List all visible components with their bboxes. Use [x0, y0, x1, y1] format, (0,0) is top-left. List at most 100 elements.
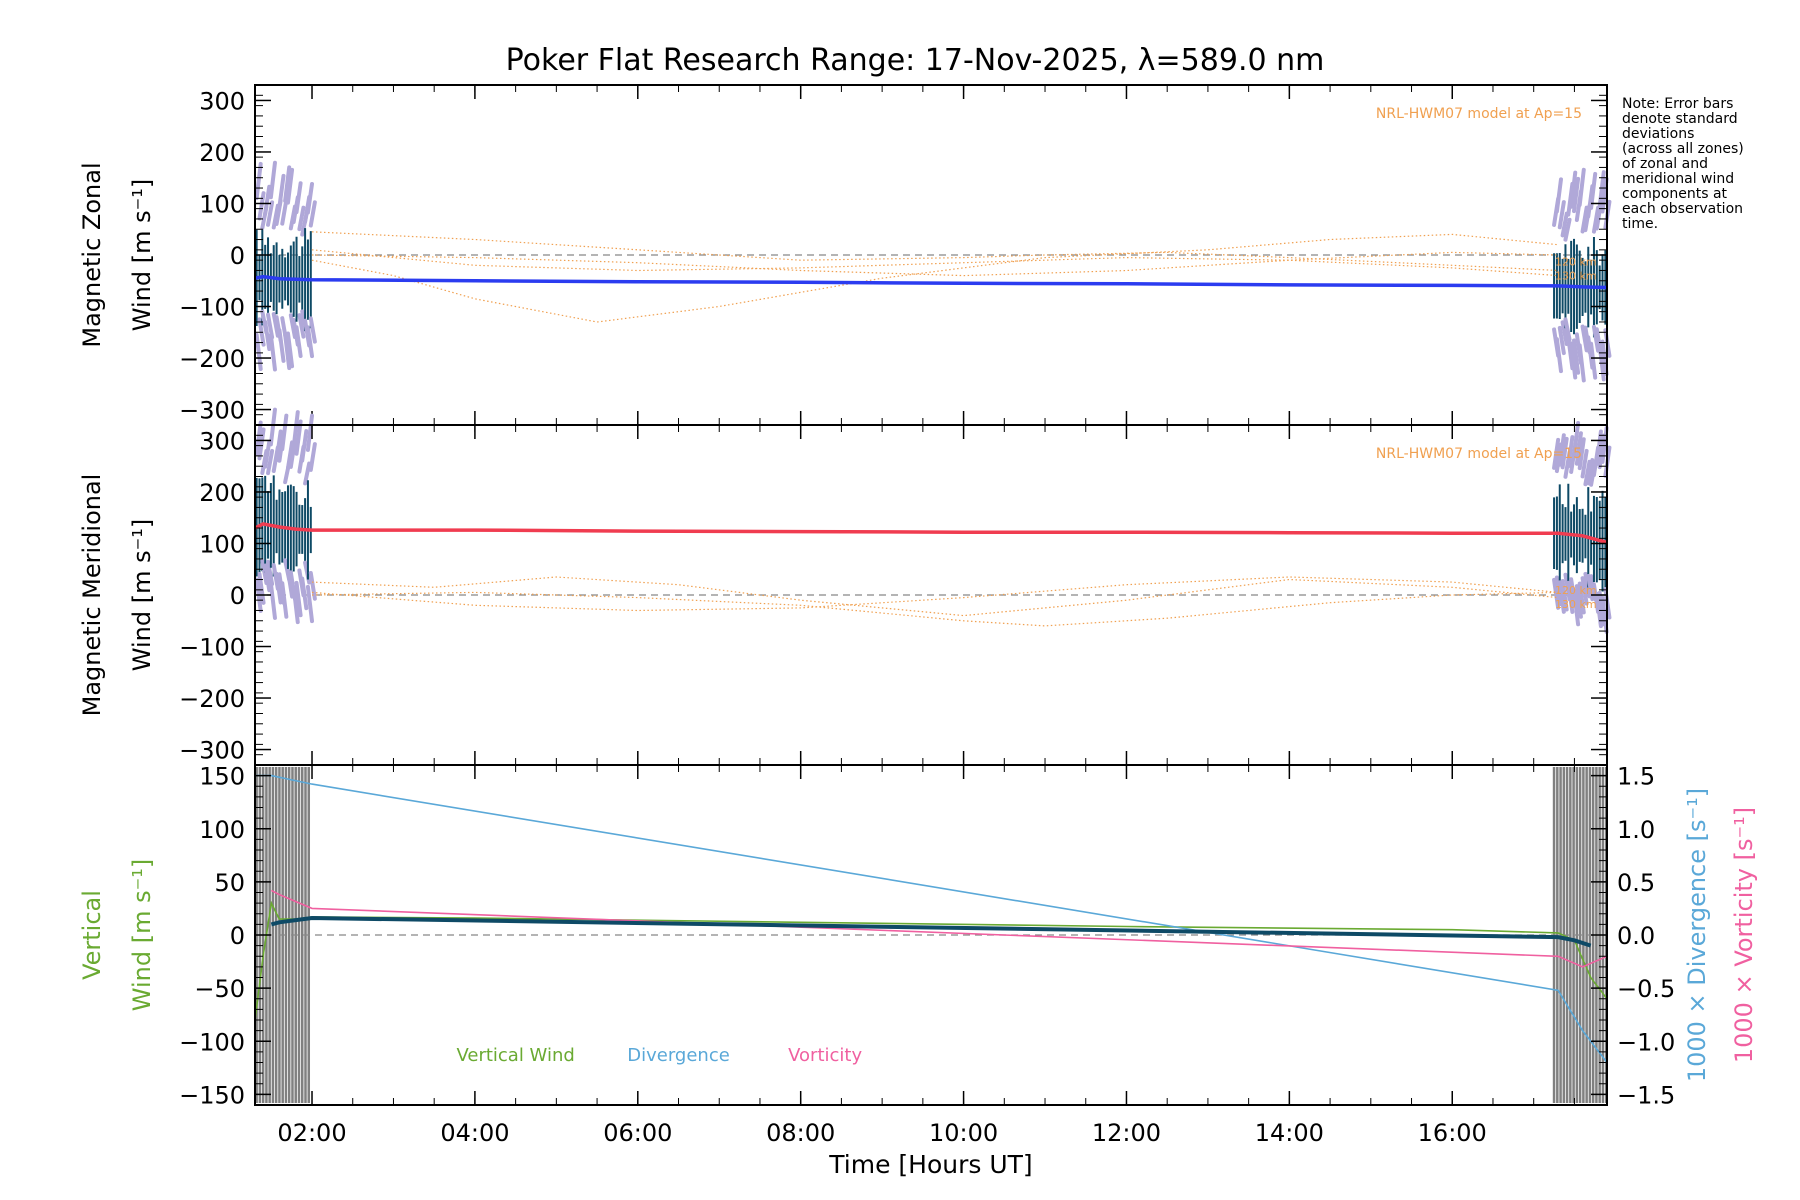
error-bar-light [283, 165, 292, 203]
error-bar-light [1600, 595, 1609, 634]
error-bar-light [1569, 170, 1578, 209]
error-bar-light [266, 559, 275, 586]
y-axis-label: Magnetic Meridional [78, 474, 106, 717]
model-alt-label: 130 km [1555, 598, 1597, 611]
error-bar-light [1572, 338, 1581, 375]
legend-entry: Divergence [627, 1045, 730, 1066]
error-bar-light [257, 571, 266, 605]
error-bar-light [294, 181, 303, 215]
error-bar-light [1577, 581, 1586, 615]
error-bar-light [291, 410, 300, 450]
y-axis-label: Wind [m s⁻¹] [128, 519, 156, 671]
x-tick-label: 08:00 [766, 1119, 835, 1147]
model-curve [311, 231, 1559, 272]
error-bar-light [294, 419, 303, 456]
x-tick-label: 02:00 [277, 1119, 346, 1147]
error-bar-light [1589, 171, 1598, 210]
y-tick-label: 100 [199, 530, 245, 558]
error-bar-light [254, 420, 263, 456]
error-bar-light [263, 319, 272, 352]
measured-line [254, 522, 1608, 545]
error-bar-light [1563, 217, 1572, 242]
y-tick-label: 100 [199, 190, 245, 218]
error-bar-light [280, 413, 289, 452]
error-bar-light [305, 584, 315, 624]
y-tick-label: −200 [179, 345, 245, 373]
error-bar-light [1572, 588, 1581, 627]
error-bar-light [294, 580, 303, 618]
y-tick-label: −100 [179, 634, 245, 662]
model-curve [311, 249, 1559, 277]
x-tick-label: 16:00 [1418, 1119, 1487, 1147]
error-bar-light [297, 205, 306, 232]
measured-line [254, 274, 1608, 290]
y-axis-label: Wind [m s⁻¹] [128, 859, 156, 1011]
error-bar-light [263, 563, 272, 593]
error-bar-light [1600, 425, 1609, 464]
model-alt-label: 120 km [1555, 584, 1597, 597]
error-bar-light [268, 407, 277, 447]
error-bar-light [254, 332, 263, 372]
error-bar-light [277, 173, 286, 209]
y2-axis-label: 1000 × Vorticity [s⁻¹] [1730, 807, 1758, 1063]
x-axis-label: Time [Hours UT] [828, 1150, 1032, 1179]
error-bar-light [1594, 429, 1603, 466]
error-bar-light [1591, 324, 1601, 353]
model-alt-label: 120 km [1555, 255, 1597, 268]
y-tick-label: 50 [214, 869, 245, 897]
note-line: of zonal and [1622, 156, 1708, 172]
error-bar-light [1554, 177, 1563, 214]
y-tick-label: −50 [194, 975, 245, 1003]
error-bar-light [263, 439, 272, 469]
y2-tick-label: −1.0 [1617, 1028, 1675, 1056]
y-tick-label: 0 [230, 582, 245, 610]
error-bar-light [1577, 437, 1586, 471]
note-line: time. [1622, 216, 1658, 232]
error-bar-light [1557, 580, 1566, 614]
x-tick-label: 14:00 [1255, 1119, 1324, 1147]
error-bar-light [303, 461, 312, 486]
y-axis-label: Vertical [78, 890, 106, 980]
y-tick-label: 100 [199, 816, 245, 844]
error-bar-light [1554, 337, 1563, 374]
model-curve [311, 251, 1559, 277]
error-bar-light [254, 161, 263, 201]
model-curve [311, 576, 1559, 612]
error-bar-light [308, 316, 317, 344]
model-legend: NRL-HWM07 model at Ap=15 [1376, 446, 1582, 462]
y-tick-label: −150 [179, 1081, 245, 1109]
error-bar-light [1560, 436, 1569, 470]
error-bar-light [305, 325, 315, 359]
error-bar-light [274, 429, 283, 462]
y-tick-label: 300 [199, 87, 245, 115]
y2-axis-label: 1000 × Divergence [s⁻¹] [1683, 788, 1711, 1082]
error-bar-light [266, 200, 275, 227]
error-bar-light [1560, 211, 1569, 238]
y-tick-label: −300 [179, 397, 245, 425]
model-curve [311, 233, 1559, 323]
y-tick-label: 0 [230, 922, 245, 950]
error-bar-light [1591, 205, 1601, 234]
error-bar-light [1566, 435, 1575, 469]
error-bar-light [1574, 584, 1583, 619]
model-curve [311, 576, 1559, 617]
error-bar-light [1577, 343, 1586, 383]
error-bar-light [268, 581, 277, 620]
error-bar-light [263, 184, 272, 216]
y-tick-label: −100 [179, 294, 245, 322]
error-bar-light [280, 581, 289, 619]
y-tick-label: 200 [199, 479, 245, 507]
error-bar-light [285, 568, 295, 599]
y-tick-label: 300 [199, 427, 245, 455]
note-line: meridional wind [1622, 171, 1734, 187]
chart-title: Poker Flat Research Range: 17-Nov-2025, … [506, 43, 1325, 78]
model-curve [311, 591, 1559, 627]
error-bar-light [308, 570, 317, 601]
error-bar-light [277, 328, 286, 363]
x-tick-label: 10:00 [929, 1119, 998, 1147]
error-bar-light [280, 197, 289, 226]
error-bar-light [1566, 580, 1575, 614]
error-bar-light [305, 413, 315, 452]
y2-tick-label: −1.5 [1617, 1081, 1675, 1109]
